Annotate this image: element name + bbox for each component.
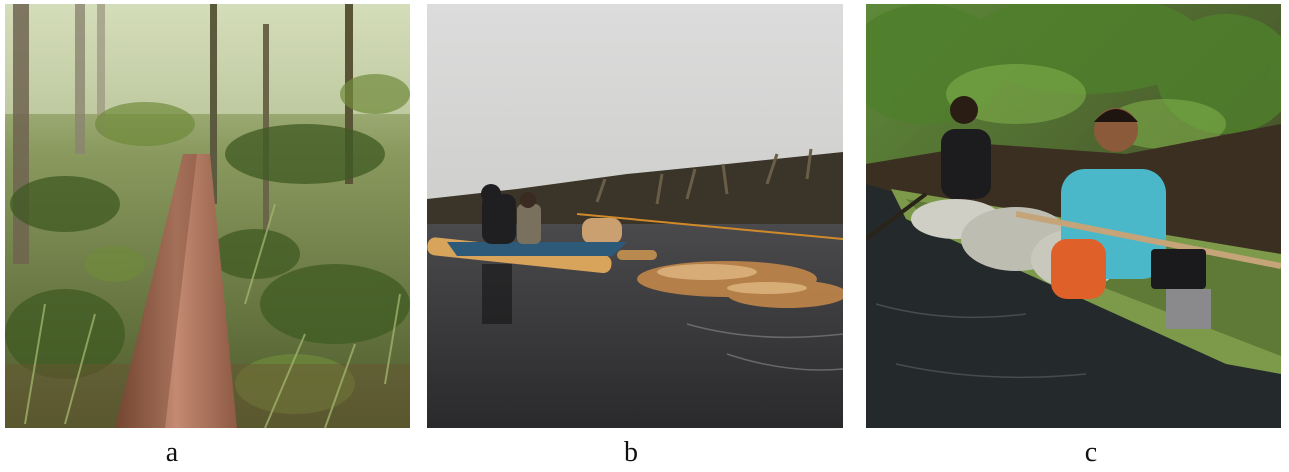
panel-label-a: a: [165, 437, 179, 468]
forest-log-photo: [5, 4, 410, 428]
panel-label-b: b: [624, 437, 638, 468]
photo-panel-b: [427, 4, 843, 428]
canal-log-transport-photo: [427, 4, 843, 428]
photo-panel-c: [866, 4, 1281, 428]
canoe-with-sacks-photo: [866, 4, 1281, 428]
panel-label-c: c: [1084, 437, 1098, 468]
photo-panel-a: [5, 4, 410, 428]
